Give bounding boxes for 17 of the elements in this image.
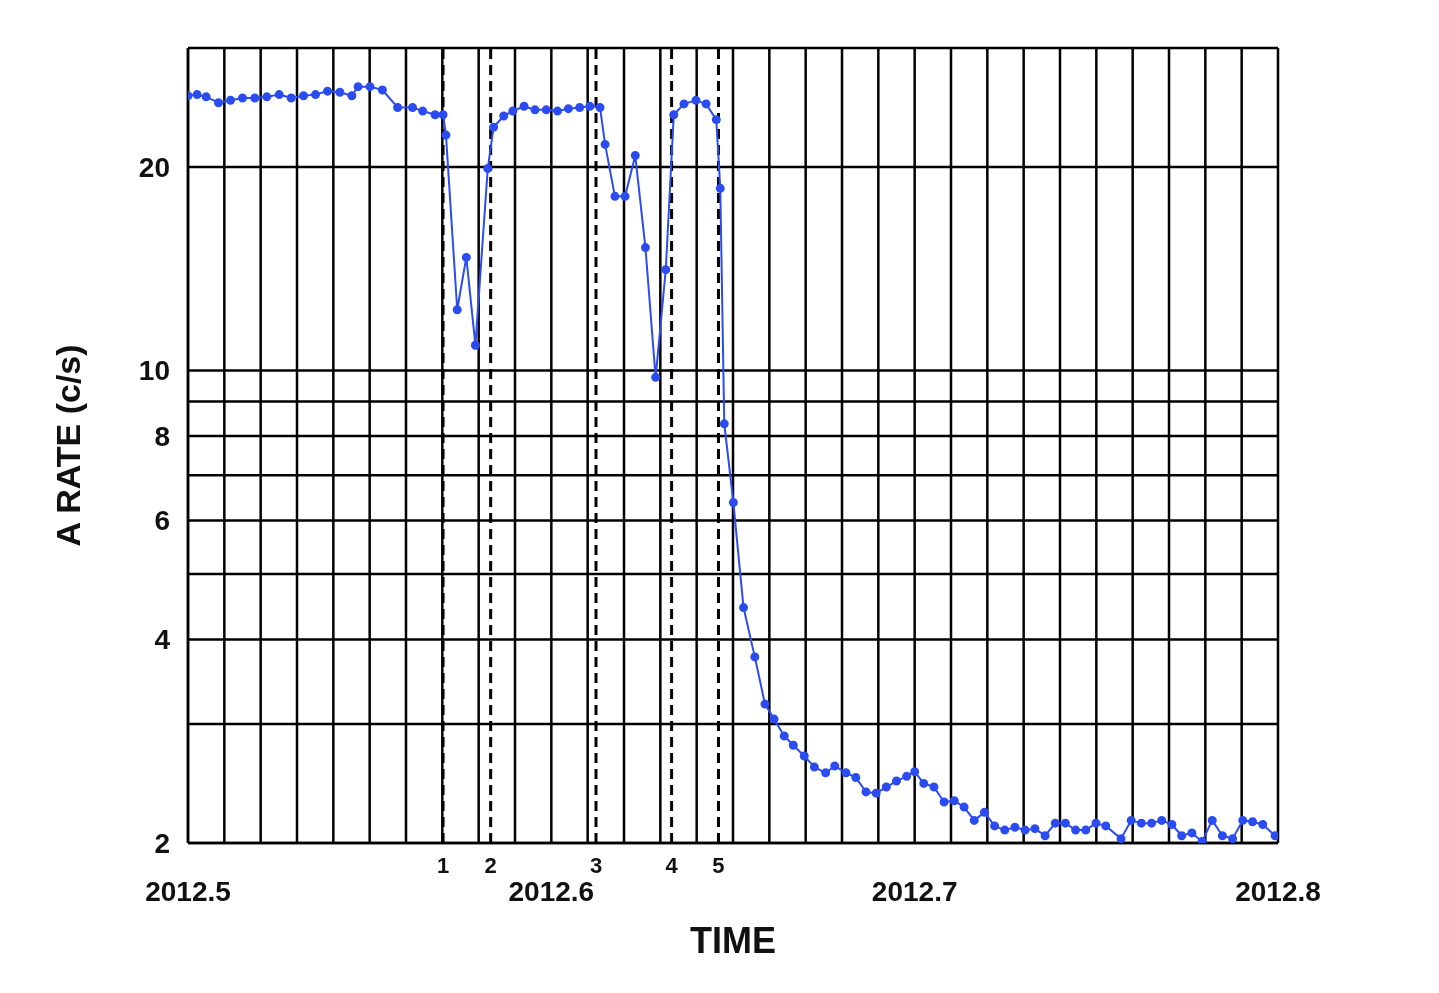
x-tick-label: 2012.6 [508, 875, 595, 907]
x-axis-title: TIME [690, 920, 776, 961]
x-tick-label: 2012.8 [1235, 875, 1321, 907]
x-tick-label: 2012.5 [145, 875, 231, 907]
y-tick-label: 6 [154, 505, 170, 537]
annotation: 5 [712, 853, 725, 878]
annotation: 3 [589, 853, 603, 878]
y-tick-label: 2 [154, 827, 170, 859]
x-tick-label: 2012.7 [871, 875, 958, 907]
annotation: 2 [484, 853, 497, 878]
y-tick-label: 8 [154, 420, 170, 452]
y-tick-label: 10 [138, 355, 170, 387]
y-tick-label: 20 [138, 151, 170, 183]
y-tick-label: 4 [154, 624, 171, 656]
annotation: 1 [436, 853, 450, 878]
y-axis-title: A RATE (c/s) [49, 344, 88, 547]
annotation: 4 [665, 853, 679, 878]
